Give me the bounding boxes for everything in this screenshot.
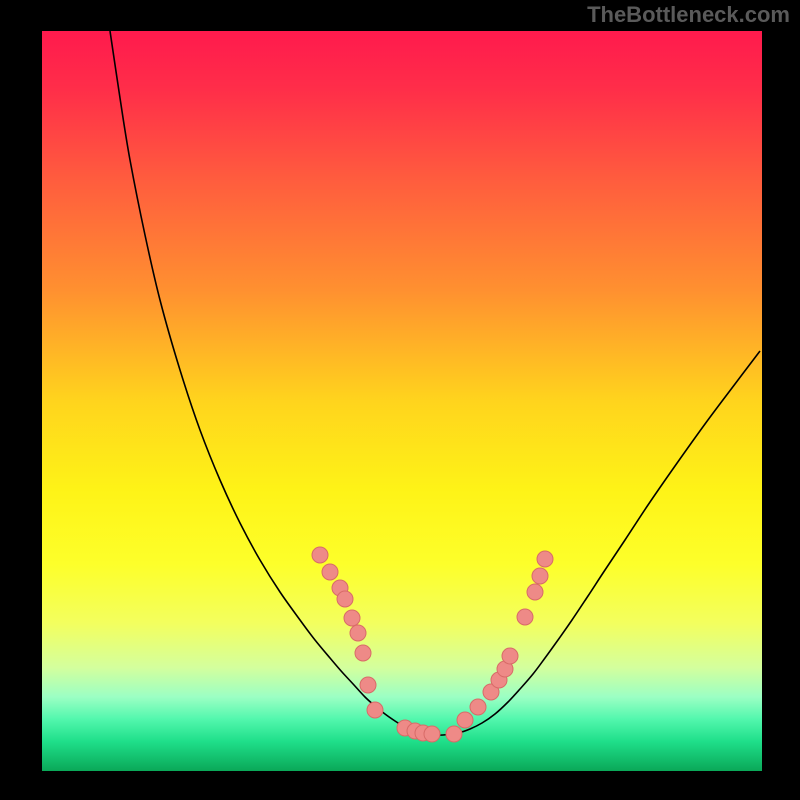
plot-background xyxy=(42,31,762,771)
data-point xyxy=(517,609,533,625)
data-point xyxy=(446,726,462,742)
data-point xyxy=(360,677,376,693)
data-point xyxy=(355,645,371,661)
data-point xyxy=(337,591,353,607)
data-point xyxy=(532,568,548,584)
data-point xyxy=(457,712,473,728)
data-point xyxy=(344,610,360,626)
data-point xyxy=(537,551,553,567)
chart-svg xyxy=(0,0,800,800)
watermark-text: TheBottleneck.com xyxy=(587,2,790,28)
data-point xyxy=(322,564,338,580)
chart-container xyxy=(0,0,800,800)
data-point xyxy=(312,547,328,563)
data-point xyxy=(367,702,383,718)
data-point xyxy=(424,726,440,742)
data-point xyxy=(470,699,486,715)
data-point xyxy=(502,648,518,664)
data-point xyxy=(527,584,543,600)
data-point xyxy=(350,625,366,641)
